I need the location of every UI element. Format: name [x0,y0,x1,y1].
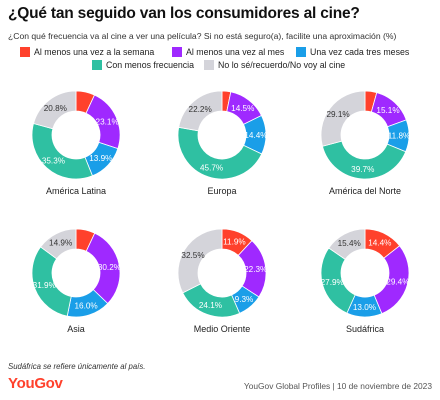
slice-value-label: 23.1% [96,117,119,126]
slice-value-label: 30.2% [98,263,121,272]
legend-label: Al menos una vez al mes [186,47,285,57]
slice-value-label: 11.8% [388,132,411,141]
donut-chart: 14.4% 29.4% 13.0% 27.9% 15.4% Sudáfrica [320,228,410,334]
region-label: América del Norte [329,186,401,196]
slice-value-label: 13.0% [353,303,376,312]
donut-slice [328,228,366,260]
chart-subtitle: ¿Con qué frecuencia va al cine a ver una… [8,31,397,41]
region-label: Asia [67,324,85,334]
slice-value-label: 14.4% [368,238,391,247]
slice-value-label: 11.9% [223,237,246,246]
slice-value-label: 35.3% [42,156,65,165]
donut-slice [321,140,407,180]
region-label: América Latina [46,186,106,196]
donut-slice [178,90,223,132]
donut-slice [40,228,77,260]
yougov-logo: YouGov [8,375,63,392]
donut-chart: 30.2% 16.0% 31.9% 14.9% Asia [31,228,121,334]
slice-value-label: 15.4% [338,239,361,248]
slice-value-label: 9.3% [235,295,254,304]
legend-swatch [296,47,306,57]
donut-chart: 11.9% 22.3% 9.3% 24.1% 32.5% Medio Oriente [177,228,267,334]
slice-value-label: 20.8% [44,104,67,113]
region-label: Sudáfrica [346,324,384,334]
slice-value-label: 14.4% [244,131,267,140]
legend-label: Al menos una vez a la semana [34,47,155,57]
slice-value-label: 31.9% [33,281,56,290]
legend-swatch [172,47,182,57]
slice-value-label: 24.1% [199,301,222,310]
slice-value-label: 22.3% [244,265,267,274]
slice-value-label: 45.7% [200,163,223,172]
legend-swatch [20,47,30,57]
donut-chart: 14.5% 14.4% 45.7% 22.2% Europa [177,90,268,196]
legend-item: Una vez cada tres meses [296,47,409,57]
legend-item: Al menos una vez a la semana [20,47,154,57]
slice-value-label: 22.2% [189,105,212,114]
slice-value-label: 32.5% [181,251,204,260]
footnote: Sudáfrica se refiere únicamente al país. [8,362,146,371]
legend-label: Una vez cada tres meses [310,47,410,57]
donut-chart: 23.1% 13.9% 35.3% 20.8% América Latina [31,90,121,196]
slice-value-label: 29.1% [326,110,349,119]
slice-value-label: 27.9% [321,278,344,287]
donut-slice [320,90,366,147]
region-label: Europa [207,186,236,196]
slice-value-label: 39.7% [351,165,374,174]
legend-label: Con menos frecuencia [106,60,195,70]
slice-value-label: 13.9% [89,154,112,163]
slice-value-label: 14.9% [49,239,72,248]
slice-value-label: 29.4% [386,278,409,287]
chart-title: ¿Qué tan seguido van los consumidores al… [8,5,360,22]
donut-slice [33,90,77,130]
legend-label: No lo sé/recuerdo/No voy al cine [218,60,346,70]
slice-value-label: 16.0% [74,301,97,310]
legend-swatch [92,60,102,70]
donut-slice [31,123,93,180]
legend-swatch [204,60,214,70]
slice-value-label: 15.1% [376,106,399,115]
legend-item: Con menos frecuencia [92,60,194,70]
slice-value-label: 14.5% [231,104,254,113]
donut-slice [177,126,263,180]
donut-slice [177,228,223,294]
source-note: YouGov Global Profiles | 10 de noviembre… [243,381,432,391]
legend: Al menos una vez a la semana Al menos una… [0,47,440,73]
donut-charts: 23.1%13.9%35.3%20.8%América Latina14.5%1… [31,90,411,334]
legend-item: Al menos una vez al mes [172,47,284,57]
donut-chart: 15.1% 11.8% 39.7% 29.1% América del Norte [320,90,411,196]
legend-item: No lo sé/recuerdo/No voy al cine [204,60,345,70]
region-label: Medio Oriente [194,324,251,334]
